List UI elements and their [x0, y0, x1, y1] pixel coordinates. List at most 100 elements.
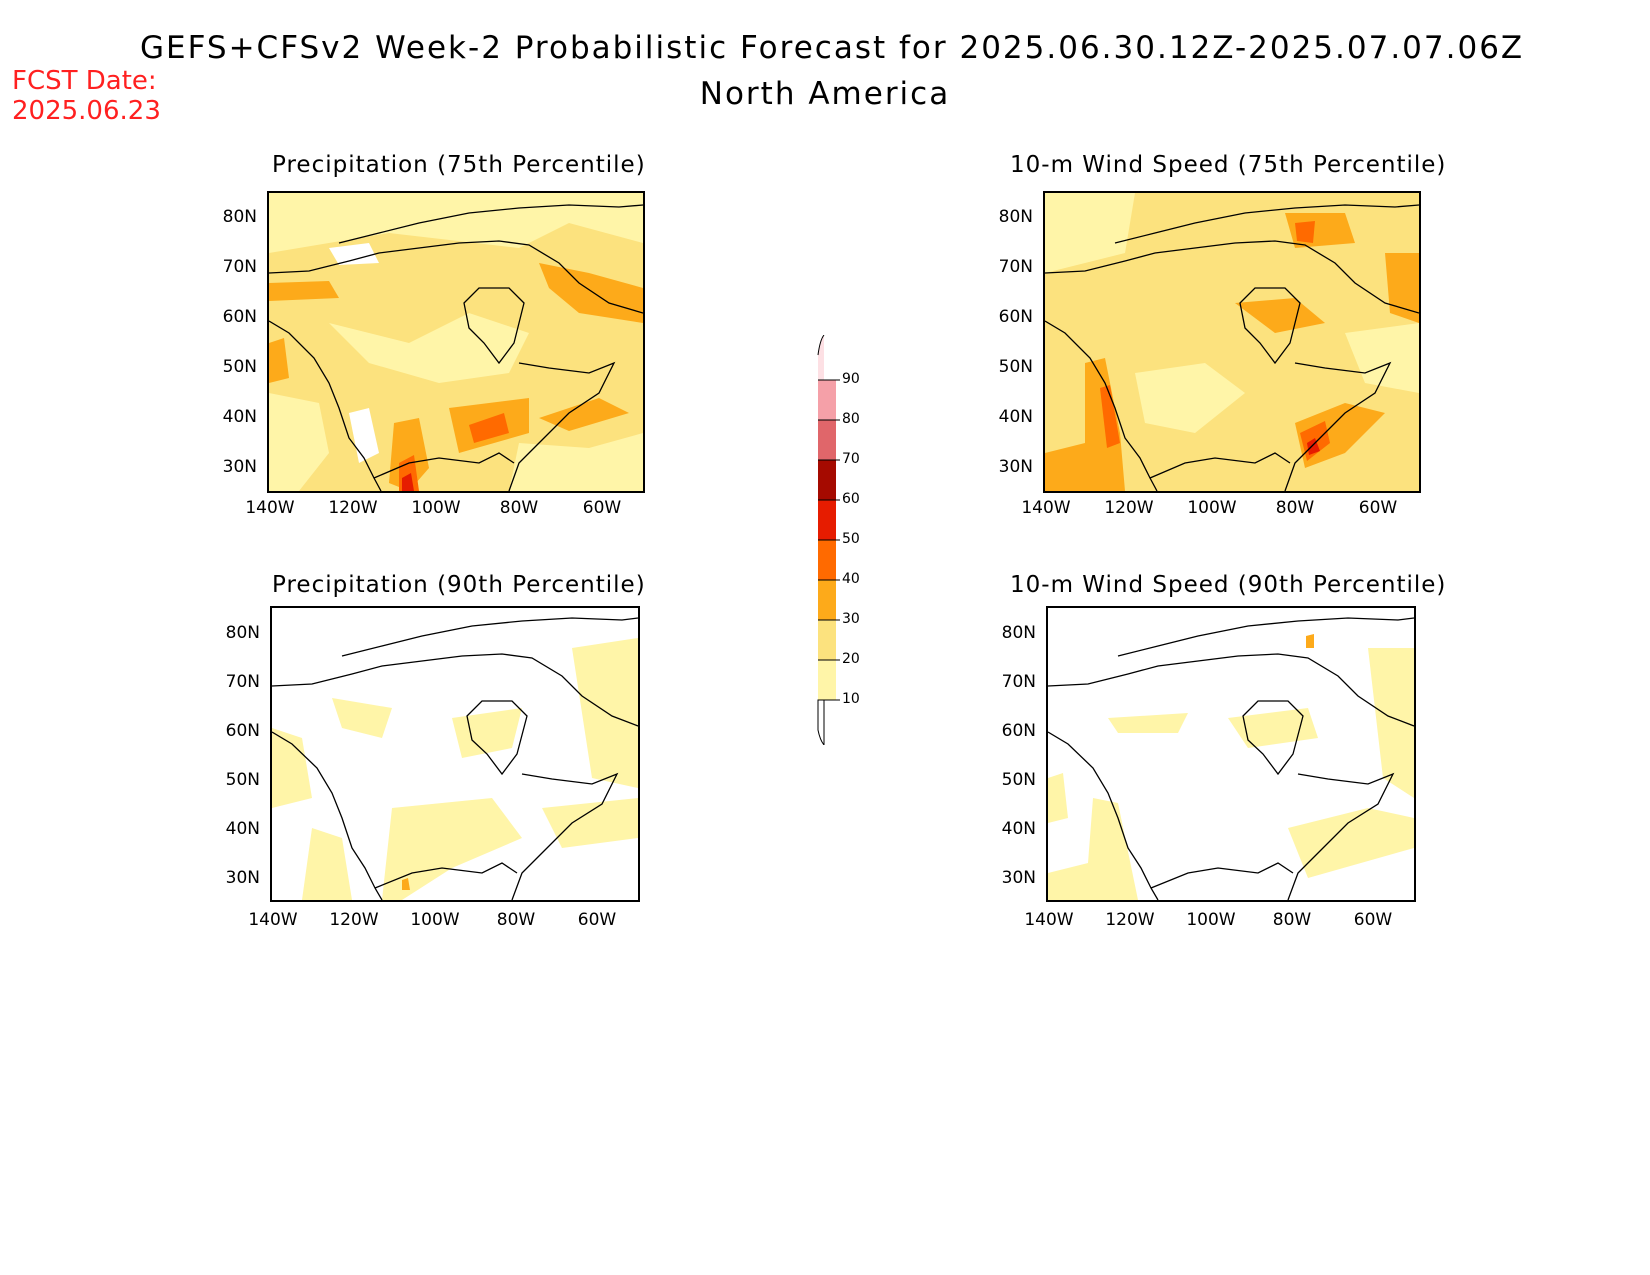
- field-white-region: [329, 243, 379, 265]
- colorbar-ticks: [818, 379, 840, 701]
- lat-label: 60N: [998, 307, 1033, 327]
- coastline-hudson: [1242, 700, 1304, 776]
- lat-label: 70N: [1001, 672, 1036, 692]
- field-light-region: [269, 193, 643, 253]
- coastline-islands: [341, 617, 638, 657]
- field-light-region: [332, 698, 392, 738]
- field-orange-region: [539, 398, 629, 431]
- lon-label: 80W: [1272, 910, 1312, 930]
- lat-label: 60N: [225, 721, 260, 741]
- coastline-west: [1048, 731, 1159, 900]
- field-light-region: [269, 393, 329, 491]
- colorbar-bottom-cap: [817, 699, 825, 747]
- colorbar-label: 40: [842, 571, 860, 587]
- lat-label: 40N: [998, 407, 1033, 427]
- field-orange-region: [1235, 298, 1325, 333]
- field-orange-region: [1385, 253, 1419, 323]
- colorbar-swatch-70: [818, 420, 836, 460]
- colorbar-swatch-80: [818, 380, 836, 420]
- coastline-hudson: [466, 700, 528, 776]
- lat-label: 70N: [998, 257, 1033, 277]
- lat-label: 30N: [225, 868, 260, 888]
- figure-title: GEFS+CFSv2 Week-2 Probabilistic Forecast…: [140, 30, 1525, 66]
- field-light-region: [382, 798, 522, 900]
- field-light-region: [1108, 713, 1188, 733]
- field-orange-region: [402, 878, 410, 890]
- coastline-hudson: [463, 287, 525, 365]
- lon-label: 120W: [1105, 910, 1155, 930]
- field-darkorange-region: [1295, 221, 1315, 243]
- lon-label: 60W: [1353, 910, 1393, 930]
- lon-label: 60W: [577, 910, 617, 930]
- map-precip75: [267, 191, 645, 493]
- field-light-region: [1045, 193, 1135, 273]
- coastline-arctic: [1045, 240, 1419, 314]
- colorbar-swatch-20: [818, 620, 836, 660]
- coastline-arctic: [1048, 653, 1414, 727]
- coastline-islands: [338, 204, 643, 244]
- colorbar-swatch-40: [818, 540, 836, 580]
- colorbar-top-outline: [817, 334, 825, 356]
- field-orange-region: [1306, 634, 1314, 648]
- lon-label: 60W: [1358, 498, 1398, 518]
- figure-subtitle: North America: [699, 76, 951, 112]
- lon-label: 140W: [245, 498, 295, 518]
- coastline-east: [511, 772, 619, 900]
- coastline-west: [1045, 320, 1158, 491]
- colorbar-label: 60: [842, 491, 860, 507]
- coastlines: [1048, 617, 1414, 900]
- lon-label: 100W: [1187, 498, 1237, 518]
- lat-label: 50N: [222, 357, 257, 377]
- lat-label: 70N: [225, 672, 260, 692]
- map-precip75-svg: [269, 193, 643, 491]
- lat-label: 30N: [1001, 868, 1036, 888]
- lat-label: 30N: [222, 457, 257, 477]
- lat-label: 60N: [1001, 721, 1036, 741]
- coastlines: [272, 617, 638, 900]
- lon-label: 140W: [1024, 910, 1074, 930]
- lat-label: 50N: [1001, 770, 1036, 790]
- field-light-region: [272, 728, 312, 808]
- field-light-region: [509, 433, 643, 491]
- lat-label: 40N: [1001, 819, 1036, 839]
- lon-label: 120W: [328, 498, 378, 518]
- coastline-east: [1284, 361, 1392, 491]
- field-light-region: [1228, 708, 1318, 748]
- field-light-region: [1345, 323, 1419, 393]
- map-wind90-svg: [1048, 608, 1414, 900]
- colorbar-swatch-50: [818, 500, 836, 540]
- forecast-date: FCST Date: 2025.06.23: [12, 66, 161, 126]
- coastlines: [1045, 204, 1419, 491]
- lat-label: 50N: [998, 357, 1033, 377]
- coastline-islands: [1114, 204, 1419, 244]
- field-light-region: [1135, 363, 1245, 433]
- lon-label: 100W: [411, 498, 461, 518]
- field-light-region: [302, 828, 352, 900]
- field-red-region: [1307, 438, 1320, 455]
- field-light-region: [329, 313, 529, 383]
- lon-label: 120W: [1104, 498, 1154, 518]
- field-orange-region: [1285, 213, 1355, 248]
- colorbar-label: 70: [842, 451, 860, 467]
- lon-label: 80W: [499, 498, 539, 518]
- colorbar-label: 80: [842, 411, 860, 427]
- lon-label: 140W: [248, 910, 298, 930]
- coastlines: [269, 204, 643, 491]
- lat-label: 60N: [222, 307, 257, 327]
- field-light-region: [1048, 798, 1138, 900]
- colorbar-swatch-60: [818, 460, 836, 500]
- coastline-gulf: [1150, 862, 1294, 889]
- map-wind75: [1043, 191, 1421, 493]
- colorbar-svg: [817, 334, 840, 747]
- field-orange-region: [269, 338, 289, 383]
- coastline-gulf: [373, 452, 515, 479]
- lat-label: 40N: [225, 819, 260, 839]
- field-darkorange-region: [1100, 385, 1120, 448]
- lon-label: 100W: [410, 910, 460, 930]
- map-precip90-svg: [272, 608, 638, 900]
- colorbar-label: 90: [842, 371, 860, 387]
- lon-label: 120W: [329, 910, 379, 930]
- lon-label: 100W: [1186, 910, 1236, 930]
- panel-title-wind75: 10-m Wind Speed (75th Percentile): [1010, 152, 1447, 178]
- colorbar-swatch-10: [818, 660, 836, 700]
